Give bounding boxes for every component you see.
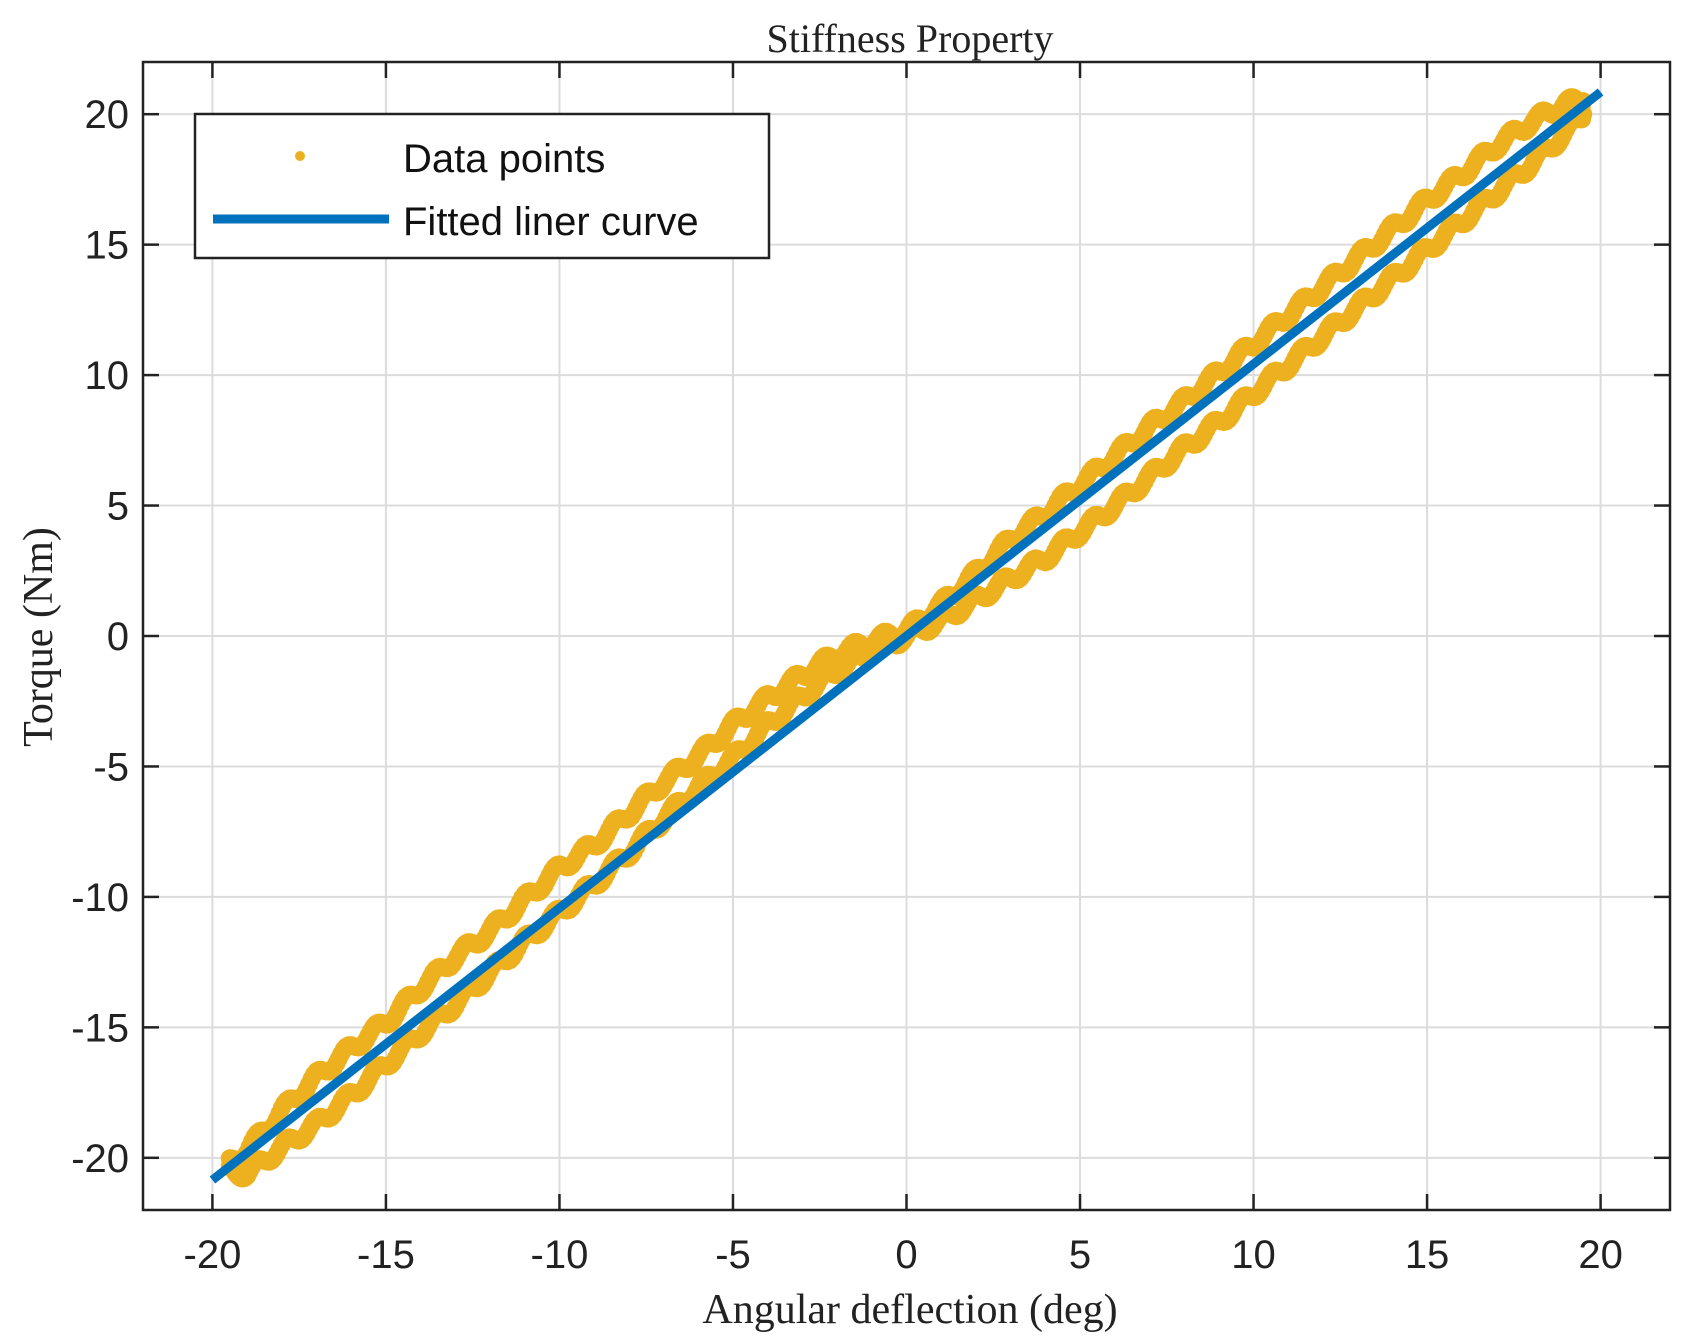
legend: Data points Fitted liner curve bbox=[193, 112, 771, 260]
x-tick-label: -10 bbox=[531, 1233, 589, 1277]
y-tick-label: 5 bbox=[107, 485, 129, 529]
legend-box bbox=[193, 112, 771, 260]
y-tick-label: -15 bbox=[71, 1006, 129, 1050]
y-tick-label: -10 bbox=[71, 876, 129, 920]
x-tick-label: 20 bbox=[1578, 1233, 1623, 1277]
legend-marker-data-points bbox=[295, 151, 305, 161]
legend-label-fitted-line: Fitted liner curve bbox=[403, 200, 699, 244]
x-tick-label: 5 bbox=[1069, 1233, 1091, 1277]
tick-label-layer: -20 -15 -10 -5 0 5 10 15 20 -20 -15 -10 -5 0 5 10 15 20 bbox=[71, 93, 1623, 1277]
data-layer bbox=[220, 88, 1593, 1188]
fitted-line bbox=[209, 88, 1604, 1184]
x-tick-label: 15 bbox=[1405, 1233, 1450, 1277]
x-tick-label: 10 bbox=[1231, 1233, 1276, 1277]
y-tick-label: 10 bbox=[85, 354, 130, 398]
y-tick-label: -5 bbox=[93, 745, 129, 789]
y-tick-label: 0 bbox=[107, 615, 129, 659]
x-axis-label: Angular deflection (deg) bbox=[702, 1287, 1117, 1333]
y-tick-label: 20 bbox=[85, 93, 130, 137]
x-tick-label: -15 bbox=[357, 1233, 415, 1277]
y-tick-label: 15 bbox=[85, 224, 130, 268]
tick-layer bbox=[143, 62, 1670, 1210]
chart-title: Stiffness Property bbox=[766, 16, 1053, 61]
fit-layer bbox=[209, 88, 1604, 1184]
legend-label-data-points: Data points bbox=[403, 137, 605, 181]
x-tick-label: 0 bbox=[895, 1233, 917, 1277]
y-tick-label: -20 bbox=[71, 1137, 129, 1181]
y-axis-label: Torque (Nm) bbox=[16, 527, 62, 747]
x-tick-label: -5 bbox=[715, 1233, 751, 1277]
x-tick-label: -20 bbox=[184, 1233, 242, 1277]
